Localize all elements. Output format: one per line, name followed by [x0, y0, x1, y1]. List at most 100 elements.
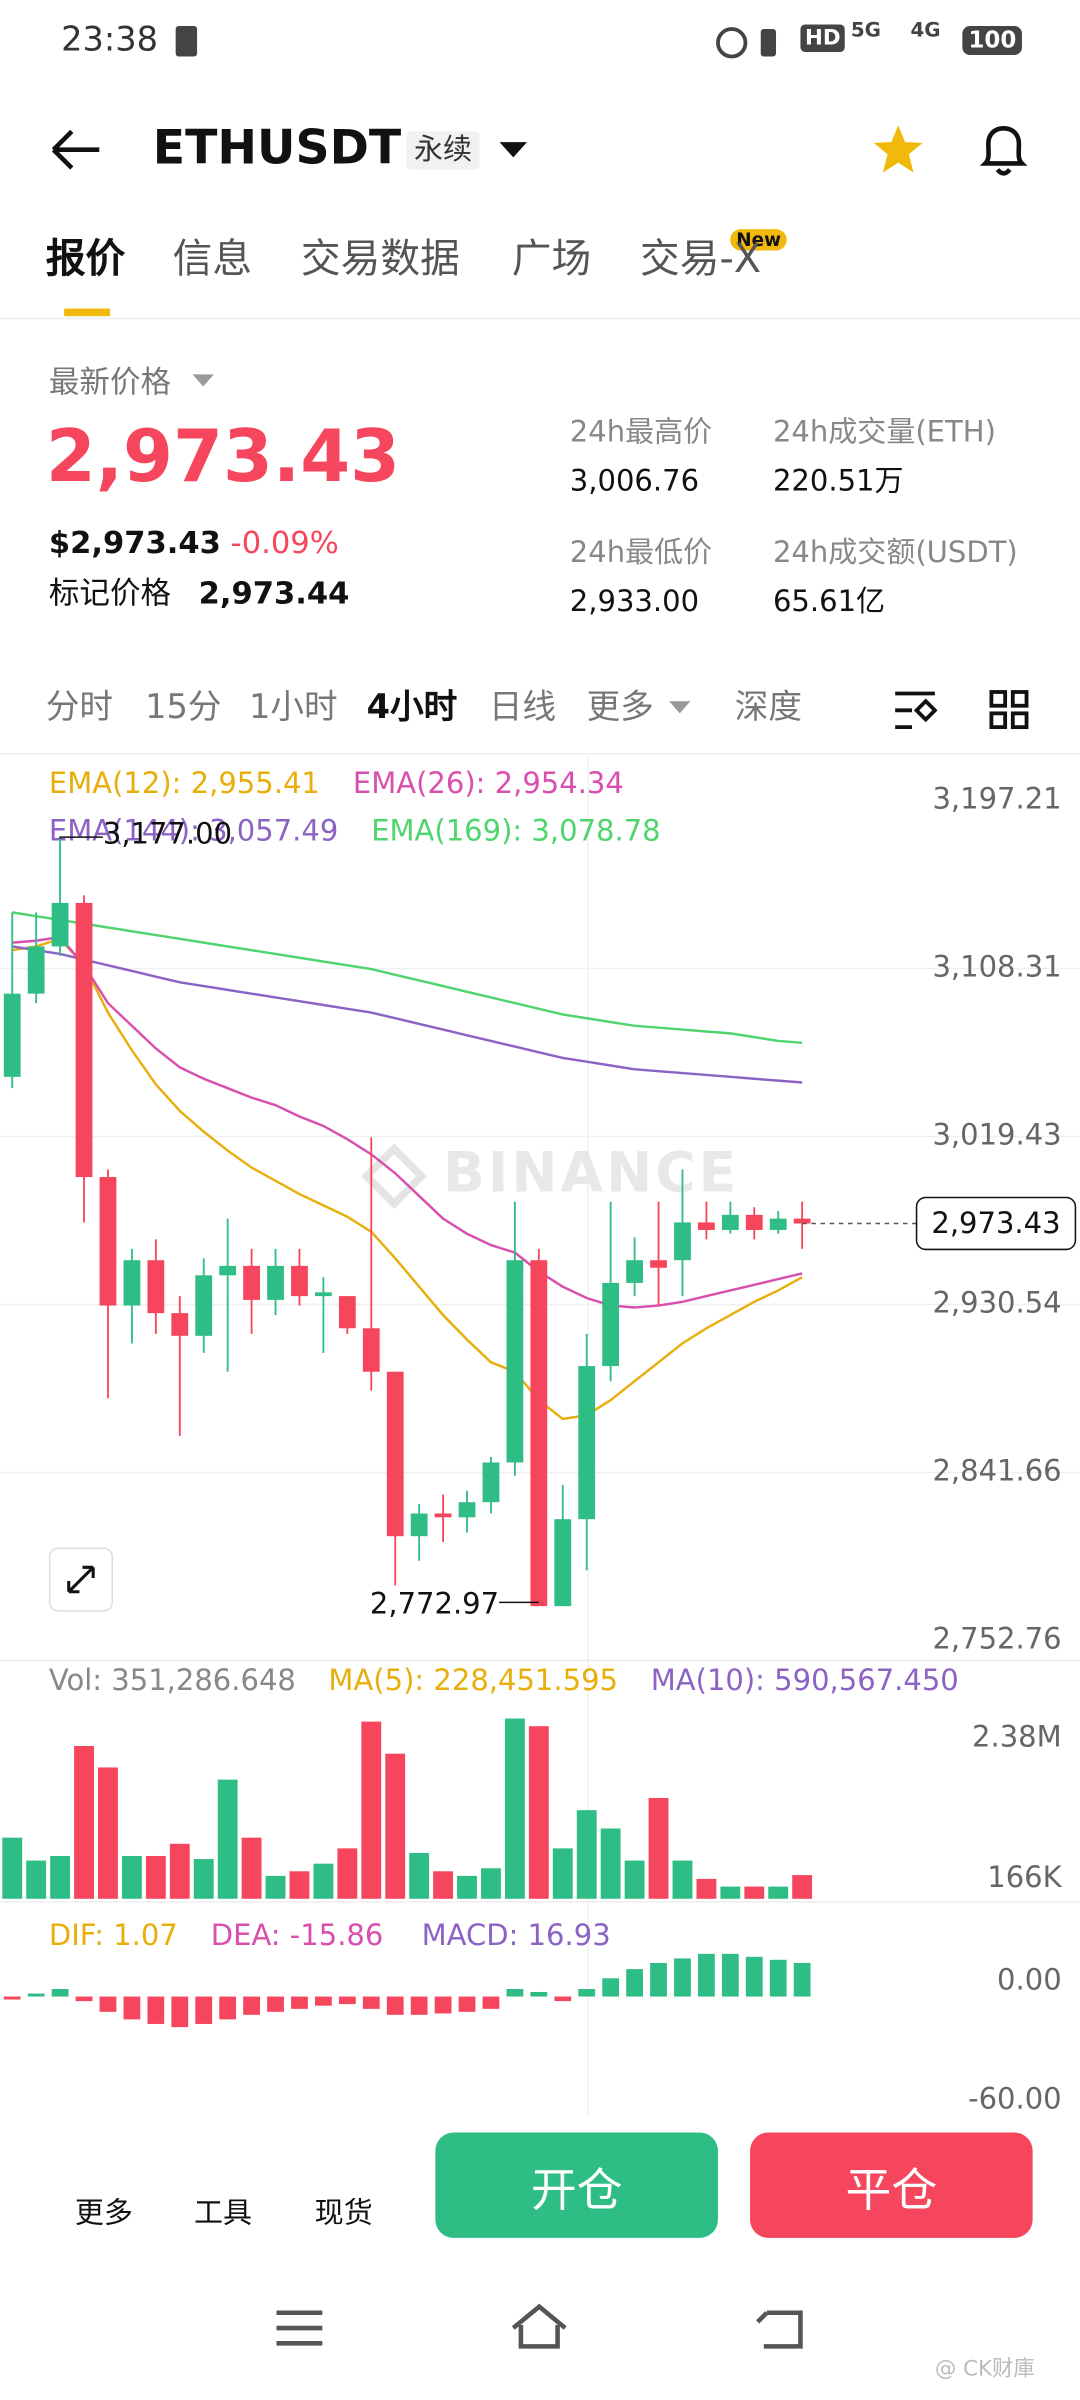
- candle-body: [769, 1218, 787, 1230]
- interval-tab[interactable]: 深度: [734, 688, 803, 728]
- candle-body: [171, 1313, 189, 1336]
- volume-bar: [409, 1852, 430, 1899]
- tab[interactable]: 交易数据: [300, 236, 460, 283]
- ema-line: [12, 945, 803, 1084]
- symbol-dropdown[interactable]: [498, 141, 529, 159]
- macd-bar: [506, 1989, 524, 1997]
- stat-value: 65.61亿: [772, 585, 886, 619]
- nav-back[interactable]: [752, 2304, 807, 2353]
- layout-toggle[interactable]: [988, 689, 1031, 732]
- price-change: -0.09%: [230, 523, 339, 561]
- tool-label[interactable]: 现货: [314, 2196, 373, 2231]
- candle-body: [291, 1265, 308, 1297]
- volume-bar: [98, 1767, 118, 1899]
- volume-bar: [457, 1875, 477, 1899]
- volume-bar: [74, 1746, 94, 1899]
- tab[interactable]: 信息: [172, 236, 253, 283]
- volume-bar: [145, 1855, 166, 1899]
- macd-legend: MACD: 16.93: [422, 1918, 611, 1952]
- macd-bar: [51, 1989, 69, 1997]
- mark-price: 2,973.44: [198, 574, 350, 612]
- volume-bar: [241, 1837, 262, 1899]
- macd-bar: [626, 1969, 643, 1997]
- stat-value: 3,006.76: [569, 464, 700, 498]
- close-position-button[interactable]: 平仓: [750, 2132, 1033, 2238]
- interval-tab[interactable]: 分时: [45, 688, 114, 728]
- net-4g: 4G: [910, 19, 941, 43]
- macd-bar: [697, 1953, 715, 1997]
- interval-tab[interactable]: 15分: [145, 688, 222, 728]
- candle-body: [338, 1296, 356, 1329]
- volume-bar: [528, 1726, 549, 1899]
- macd-bar: [362, 1996, 380, 2009]
- indicator-settings[interactable]: [894, 689, 940, 732]
- volume-tick-label: 2.38M: [972, 1719, 1062, 1753]
- volume-bar: [696, 1878, 717, 1899]
- mark-label: 标记价格: [48, 574, 172, 612]
- volume-bar: [2, 1837, 23, 1899]
- macd-bar: [123, 1996, 141, 2020]
- volume-bar: [313, 1863, 334, 1899]
- macd-bar: [530, 1991, 548, 1997]
- watermark: BINANCE: [443, 1140, 739, 1204]
- volume-bar: [193, 1859, 214, 1899]
- more-caret: [669, 701, 691, 714]
- candle-body: [386, 1371, 404, 1537]
- interval-tab[interactable]: 日线: [488, 688, 557, 728]
- price-label: 最新价格: [48, 363, 172, 401]
- ema-legend: EMA(12): 2,955.41: [49, 766, 320, 800]
- fullscreen-button[interactable]: [48, 1547, 114, 1612]
- nav-home[interactable]: [509, 2301, 570, 2353]
- macd-bar: [267, 1996, 284, 2012]
- high-marker: 3,177.00: [103, 817, 232, 851]
- candle-body: [721, 1214, 739, 1230]
- tool-label[interactable]: 工具: [194, 2196, 253, 2231]
- macd-tick-label: 0.00: [997, 1962, 1062, 1996]
- open-position-button[interactable]: 开仓: [435, 2132, 718, 2238]
- price-tick-label: 2,930.54: [932, 1286, 1061, 1320]
- volume-bar: [289, 1871, 310, 1899]
- tab-underline: [64, 308, 110, 317]
- interval-tab[interactable]: 4小时: [366, 688, 458, 728]
- interval-tab[interactable]: 更多: [586, 688, 654, 728]
- volume-bar: [600, 1828, 621, 1899]
- macd-bar: [674, 1958, 691, 1997]
- macd-bar: [745, 1956, 763, 1997]
- volume-bar: [217, 1779, 238, 1899]
- volume-bar: [337, 1848, 358, 1899]
- candle-body: [147, 1260, 165, 1314]
- watermark-logo: [361, 1143, 428, 1210]
- nav-menu[interactable]: [272, 2304, 327, 2353]
- candle-body: [626, 1260, 643, 1283]
- tool-label[interactable]: 更多: [74, 2196, 133, 2231]
- stat-label: 24h最高价: [569, 415, 713, 450]
- ema-legend: EMA(169): 3,078.78: [371, 814, 660, 848]
- candle-body: [602, 1282, 620, 1367]
- back-button[interactable]: [49, 128, 104, 171]
- sim-icon: [175, 25, 198, 57]
- macd-bar: [99, 1996, 117, 2012]
- alert-bell[interactable]: [976, 119, 1031, 180]
- battery: 100: [962, 25, 1023, 55]
- favorite-star[interactable]: [871, 122, 926, 177]
- contract-tag: 永续: [406, 131, 480, 170]
- usd-price: $2,973.43: [48, 523, 221, 561]
- tab[interactable]: 交易-X: [640, 236, 762, 283]
- stat-label: 24h成交额(USDT): [772, 536, 1018, 570]
- macd-bar: [458, 1996, 476, 2012]
- volume-bar: [50, 1855, 71, 1899]
- stat-value: 220.51万: [772, 464, 904, 498]
- volume-bar: [648, 1797, 669, 1899]
- tab[interactable]: 报价: [45, 236, 126, 283]
- tab[interactable]: 广场: [511, 236, 592, 283]
- macd-bar: [315, 1996, 332, 2006]
- stat-label: 24h最低价: [569, 536, 713, 570]
- interval-tab[interactable]: 1小时: [248, 688, 338, 728]
- new-badge: New: [730, 229, 788, 251]
- volume-bar: [504, 1718, 525, 1899]
- macd-bar: [147, 1996, 165, 2024]
- last-price: 2,973.43: [45, 415, 401, 500]
- last-price-tag: 2,973.43: [931, 1206, 1060, 1240]
- macd-tick-label: -60.00: [968, 2081, 1062, 2115]
